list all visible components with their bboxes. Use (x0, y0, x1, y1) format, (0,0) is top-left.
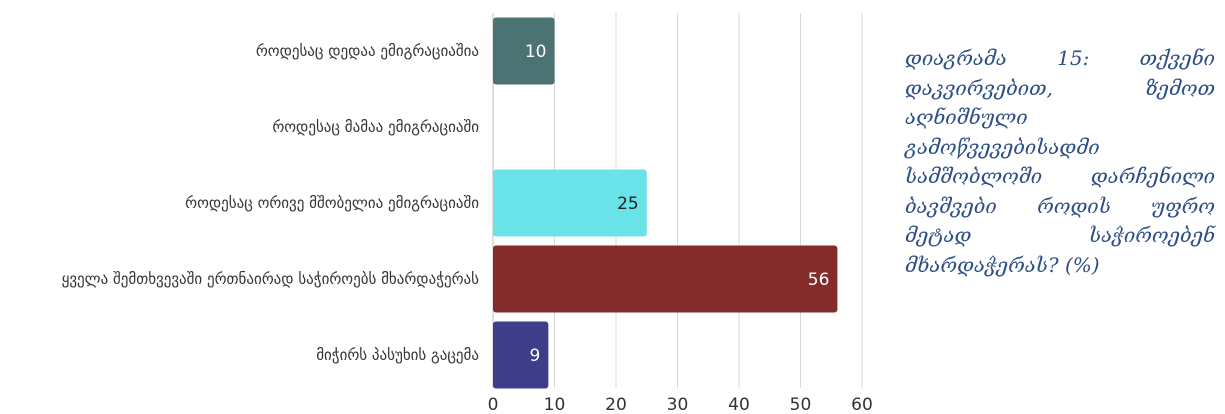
category-label: როდესაც დედაა ემიგრაციაშია (256, 42, 479, 60)
chart-caption: დიაგრამა 15: თქვენი დაკვირვებით, ზემოთ ა… (905, 46, 1215, 277)
data-label: 9 (530, 346, 541, 366)
bar (493, 169, 647, 237)
category-label: როდესაც მამაა ემიგრაციაში (272, 118, 479, 136)
data-label: 56 (808, 270, 830, 290)
bar (493, 245, 838, 313)
bar-chart: 0 10 20 30 40 50 60 როდესაც დედაა ემიგრაციაშია 1… (62, 13, 873, 414)
x-tick-label: 20 (605, 395, 627, 414)
x-tick-label: 40 (728, 395, 750, 414)
category-label: მიჭირს პასუხის გაცემა (316, 346, 479, 364)
data-label: 25 (617, 194, 639, 214)
x-tick-label: 0 (488, 395, 499, 414)
category-label: ყველა შემთხვევაში ერთნაირად საჭიროებს მხ… (62, 270, 480, 288)
x-tick-label: 10 (544, 395, 566, 414)
x-tick-label: 30 (667, 395, 689, 414)
data-label: 10 (525, 42, 547, 62)
category-label: როდესაც ორივე მშობელია ემიგრაციაში (185, 194, 479, 212)
bar (493, 17, 555, 85)
x-tick-label: 60 (851, 395, 873, 414)
x-tick-label: 50 (790, 395, 812, 414)
bar (493, 321, 549, 389)
